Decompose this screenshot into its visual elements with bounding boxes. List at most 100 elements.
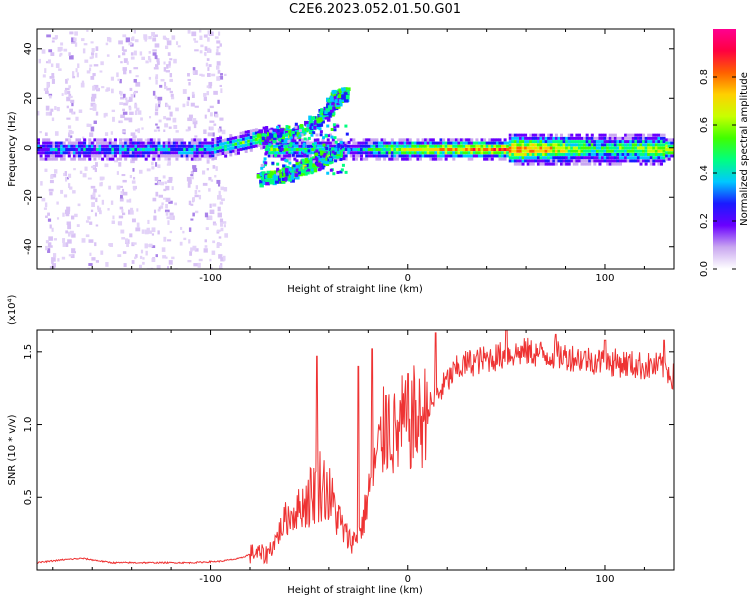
carrier-pixel bbox=[383, 157, 387, 161]
carrier-pixel bbox=[124, 148, 128, 152]
carrier-pixel bbox=[603, 133, 607, 137]
scatter-blob-pixel bbox=[308, 151, 312, 155]
scatter-blob-pixel bbox=[301, 127, 305, 131]
carrier-pixel bbox=[549, 136, 553, 140]
noise-speck bbox=[84, 166, 88, 171]
carrier-pixel bbox=[57, 141, 61, 145]
noise-speck bbox=[90, 102, 96, 107]
noise-speck bbox=[116, 72, 119, 78]
carrier-pixel bbox=[557, 136, 561, 140]
carrier-pixel bbox=[518, 149, 522, 153]
y-tick-label: 40 bbox=[23, 42, 34, 55]
noise-speck bbox=[93, 84, 99, 90]
scatter-blob-pixel bbox=[313, 144, 317, 148]
carrier-pixel bbox=[606, 149, 610, 153]
carrier-pixel bbox=[629, 152, 633, 156]
carrier-pixel bbox=[565, 140, 569, 144]
carrier-pixel bbox=[475, 144, 479, 148]
carrier-pixel bbox=[419, 154, 423, 158]
carrier-pixel bbox=[567, 156, 571, 160]
snr-frame bbox=[36, 329, 675, 571]
carrier-pixel bbox=[536, 136, 540, 140]
carrier-pixel bbox=[372, 144, 376, 148]
carrier-pixel bbox=[585, 149, 589, 153]
carrier-pixel bbox=[226, 150, 230, 154]
carrier-pixel bbox=[352, 154, 356, 158]
carrier-pixel bbox=[595, 140, 599, 144]
carrier-pixel bbox=[147, 148, 151, 152]
carrier-pixel bbox=[380, 138, 384, 142]
scatter-blob-pixel bbox=[276, 172, 280, 176]
noise-speck bbox=[131, 138, 137, 143]
carrier-pixel bbox=[108, 157, 112, 161]
carrier-pixel bbox=[521, 162, 525, 166]
noise-speck bbox=[170, 93, 174, 97]
carrier-pixel bbox=[75, 154, 79, 158]
carrier-pixel bbox=[511, 152, 515, 156]
carrier-pixel bbox=[534, 133, 538, 137]
noise-speck bbox=[219, 201, 224, 205]
carrier-pixel bbox=[119, 151, 123, 155]
carrier-pixel bbox=[157, 151, 161, 155]
rising-branch-pixel bbox=[316, 123, 322, 127]
carrier-pixel bbox=[606, 140, 610, 144]
carrier-pixel bbox=[267, 141, 271, 145]
carrier-pixel bbox=[393, 154, 397, 158]
carrier-pixel bbox=[626, 159, 630, 163]
carrier-pixel bbox=[672, 141, 674, 145]
noise-speck bbox=[91, 257, 96, 261]
carrier-pixel bbox=[542, 140, 546, 144]
noise-speck bbox=[209, 203, 212, 209]
carrier-pixel bbox=[242, 140, 246, 144]
carrier-pixel bbox=[431, 154, 435, 158]
carrier-pixel bbox=[352, 141, 356, 145]
noise-speck bbox=[120, 91, 123, 96]
noise-speck bbox=[118, 55, 121, 58]
falling-branch-pixel bbox=[265, 182, 270, 186]
carrier-pixel bbox=[521, 143, 525, 147]
noise-speck bbox=[159, 84, 163, 88]
carrier-pixel bbox=[221, 145, 225, 149]
rising-branch-pixel bbox=[261, 133, 267, 137]
carrier-pixel bbox=[254, 137, 258, 141]
carrier-pixel bbox=[344, 148, 348, 152]
noise-speck bbox=[121, 46, 125, 51]
carrier-pixel bbox=[262, 145, 266, 149]
carrier-pixel bbox=[252, 145, 256, 149]
carrier-pixel bbox=[78, 138, 82, 142]
noise-speck bbox=[74, 42, 78, 47]
spectrogram-features bbox=[37, 87, 674, 188]
carrier-pixel bbox=[536, 156, 540, 160]
carrier-pixel bbox=[595, 159, 599, 163]
carrier-pixel bbox=[288, 151, 292, 155]
carrier-pixel bbox=[208, 141, 212, 145]
carrier-pixel bbox=[219, 139, 223, 143]
carrier-pixel bbox=[193, 141, 197, 145]
carrier-pixel bbox=[52, 148, 56, 152]
scatter-blob-pixel bbox=[339, 140, 343, 144]
carrier-pixel bbox=[111, 144, 115, 148]
carrier-pixel bbox=[170, 148, 174, 152]
carrier-pixel bbox=[588, 146, 592, 150]
carrier-pixel bbox=[244, 149, 248, 153]
falling-branch-pixel bbox=[332, 155, 338, 159]
carrier-pixel bbox=[521, 140, 525, 144]
carrier-pixel bbox=[442, 148, 446, 152]
noise-speck bbox=[155, 79, 158, 85]
carrier-pixel bbox=[572, 143, 576, 147]
carrier-pixel bbox=[88, 148, 92, 152]
carrier-pixel bbox=[111, 154, 115, 158]
scatter-blob-pixel bbox=[319, 130, 323, 134]
carrier-pixel bbox=[431, 151, 435, 155]
carrier-pixel bbox=[39, 154, 43, 158]
carrier-pixel bbox=[513, 149, 517, 153]
carrier-pixel bbox=[172, 148, 176, 152]
carrier-pixel bbox=[639, 143, 643, 147]
falling-branch-pixel bbox=[266, 170, 271, 174]
carrier-pixel bbox=[511, 146, 515, 150]
carrier-pixel bbox=[552, 140, 556, 144]
noise-speck bbox=[192, 120, 198, 125]
carrier-pixel bbox=[49, 141, 53, 145]
carrier-pixel bbox=[654, 133, 658, 137]
carrier-pixel bbox=[585, 156, 589, 160]
